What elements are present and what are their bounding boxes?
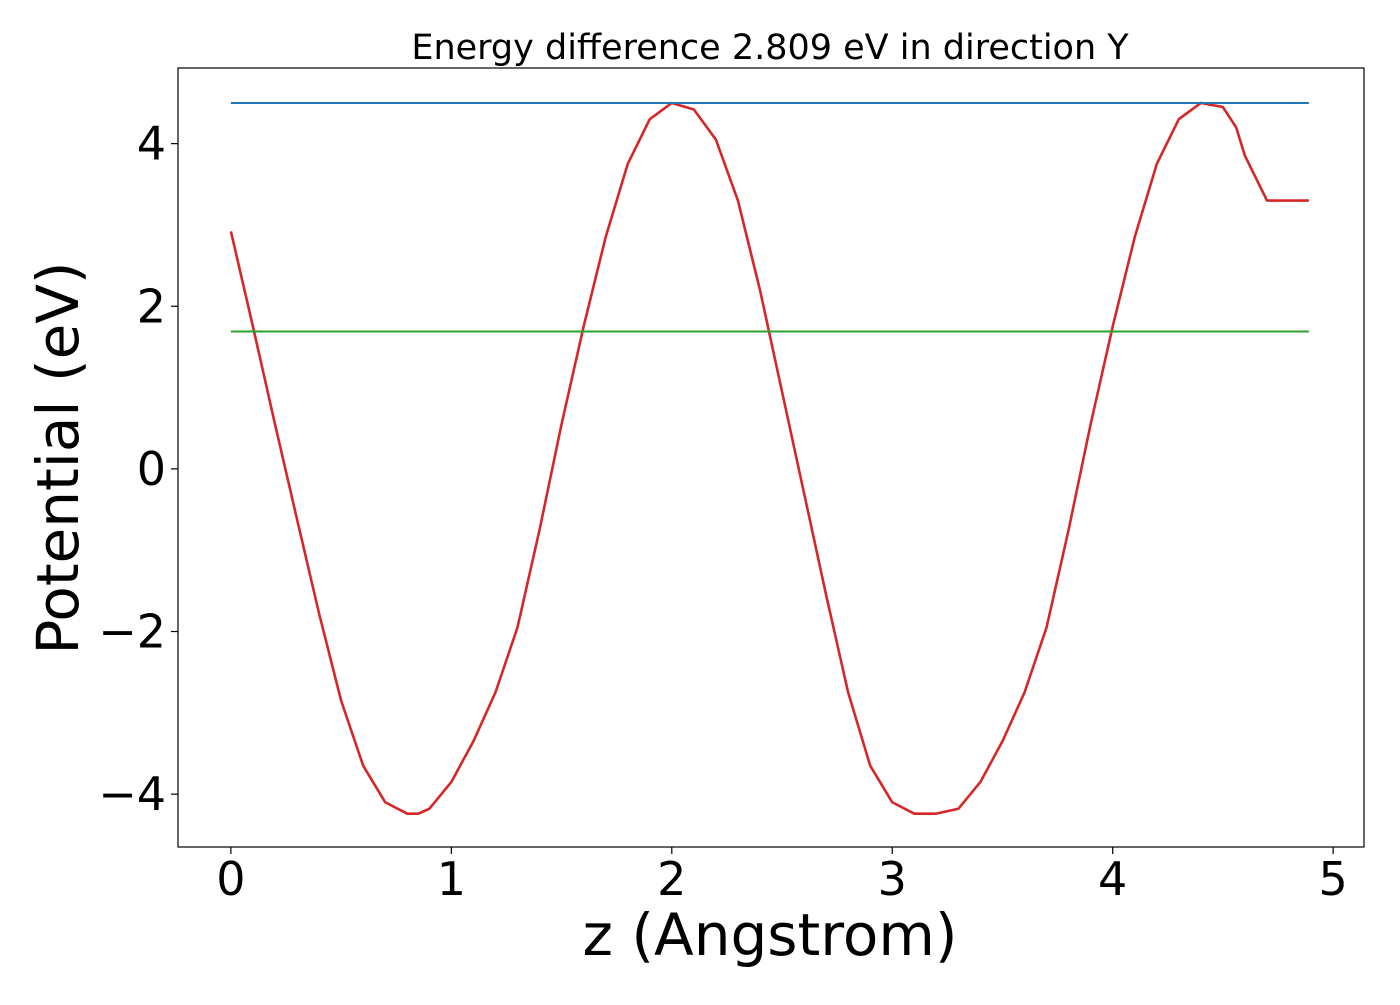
y-tick-label: 0 [137, 442, 166, 496]
y-tick-label: −2 [98, 605, 166, 659]
y-axis-label: Potential (eV) [24, 261, 92, 654]
x-tick-label: 0 [216, 852, 245, 906]
x-tick-label: 4 [1098, 852, 1127, 906]
y-tick-label: 2 [137, 279, 166, 333]
x-tick-label: 1 [437, 852, 466, 906]
y-axis-ticks: −4 −2 0 2 4 [98, 117, 178, 821]
y-tick-label: 4 [137, 117, 166, 171]
series-line-0 [229, 101, 1309, 815]
x-axis-ticks: 0 1 2 3 4 5 [216, 847, 1348, 906]
plot-frame [177, 67, 1365, 848]
series-layer [229, 101, 1309, 815]
x-tick-label: 2 [657, 852, 686, 906]
x-tick-label: 3 [878, 852, 907, 906]
y-tick-label: −4 [98, 767, 166, 821]
x-axis-label: z (Angstrom) [583, 901, 958, 969]
x-tick-label: 5 [1318, 852, 1347, 906]
chart-title: Energy difference 2.809 eV in direction … [411, 28, 1129, 68]
